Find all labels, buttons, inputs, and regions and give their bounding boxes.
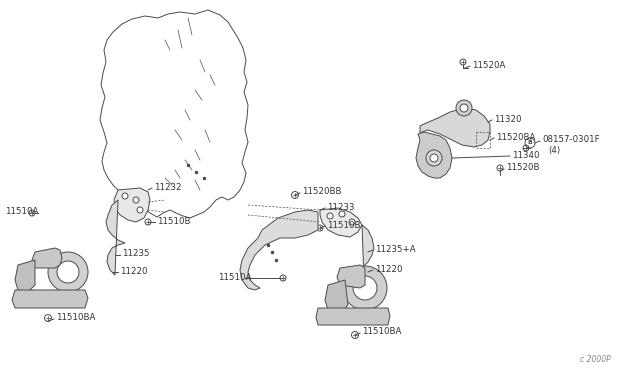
- Text: 11520A: 11520A: [472, 61, 506, 70]
- Text: c 2000P: c 2000P: [580, 356, 611, 365]
- Polygon shape: [15, 260, 35, 292]
- Polygon shape: [114, 188, 150, 222]
- Text: B: B: [527, 141, 532, 145]
- Polygon shape: [320, 208, 362, 237]
- Circle shape: [327, 213, 333, 219]
- Circle shape: [426, 150, 442, 166]
- Text: 08157-0301F: 08157-0301F: [542, 135, 600, 144]
- Polygon shape: [12, 290, 88, 308]
- Polygon shape: [32, 248, 62, 268]
- Text: 11510A: 11510A: [5, 208, 38, 217]
- Circle shape: [48, 252, 88, 292]
- Circle shape: [133, 197, 139, 203]
- Text: 11510A: 11510A: [218, 273, 252, 282]
- Text: 11233: 11233: [327, 202, 355, 212]
- Polygon shape: [325, 280, 348, 312]
- Circle shape: [430, 154, 438, 162]
- Circle shape: [137, 207, 143, 213]
- Polygon shape: [337, 265, 365, 288]
- Circle shape: [353, 276, 377, 300]
- Polygon shape: [106, 200, 125, 275]
- Circle shape: [456, 100, 472, 116]
- Text: 11235+A: 11235+A: [375, 244, 415, 253]
- Polygon shape: [316, 308, 390, 325]
- Polygon shape: [240, 210, 318, 290]
- Text: 11340: 11340: [512, 151, 540, 160]
- Text: (4): (4): [548, 145, 560, 154]
- Text: 11232: 11232: [154, 183, 182, 192]
- Text: 11510BA: 11510BA: [362, 327, 401, 337]
- Text: 11235: 11235: [122, 250, 150, 259]
- Text: 11520BB: 11520BB: [302, 187, 342, 196]
- Text: 11320: 11320: [494, 115, 522, 124]
- Polygon shape: [416, 132, 452, 178]
- Text: 11510B: 11510B: [327, 221, 360, 230]
- Circle shape: [349, 219, 355, 225]
- Circle shape: [343, 266, 387, 310]
- Text: 11510B: 11510B: [157, 217, 191, 225]
- Text: 11520B: 11520B: [506, 164, 540, 173]
- Circle shape: [339, 211, 345, 217]
- Text: 11520BA: 11520BA: [496, 132, 536, 141]
- Circle shape: [460, 104, 468, 112]
- Text: 11220: 11220: [120, 266, 147, 276]
- Circle shape: [57, 261, 79, 283]
- Text: 11510BA: 11510BA: [56, 314, 95, 323]
- Text: 11220: 11220: [375, 264, 403, 273]
- Polygon shape: [420, 108, 490, 147]
- Circle shape: [122, 193, 128, 199]
- Polygon shape: [355, 225, 374, 308]
